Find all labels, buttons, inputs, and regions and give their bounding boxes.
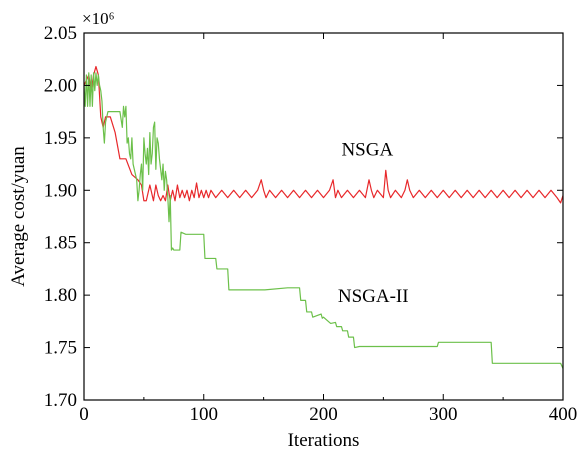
y-tick-label: 1.95 (44, 128, 77, 149)
x-tick-label: 0 (79, 404, 89, 425)
y-axis-multiplier: ×10⁶ (82, 9, 115, 28)
series-annotation: NSGA-II (338, 286, 409, 307)
series-line-nsga-ii (83, 72, 564, 369)
series-annotation: NSGA (341, 139, 393, 160)
x-axis-label: Iterations (288, 430, 360, 451)
x-tick-label: 100 (190, 404, 219, 425)
x-tick-label: 200 (309, 404, 338, 425)
y-tick-label: 1.85 (44, 233, 77, 254)
y-tick-label: 2.00 (44, 75, 77, 96)
y-axis-label: Average cost/yuan (8, 146, 29, 287)
x-tick-label: 300 (429, 404, 458, 425)
series-layer (83, 65, 564, 369)
axis-ticks: 0 100 200 300 400 1.70 1.75 1.80 1.85 1.90 1.95 2.0… (44, 23, 578, 425)
series-annotations: NSGA NSGA-II (338, 139, 409, 307)
y-tick-label: 1.80 (44, 285, 77, 306)
series-line-nsga (83, 65, 564, 204)
y-tick-label: 1.75 (44, 338, 77, 359)
x-tick-label: 400 (549, 404, 578, 425)
y-tick-label: 1.90 (44, 180, 77, 201)
y-tick-label: 2.05 (44, 23, 77, 44)
y-tick-label: 1.70 (44, 390, 77, 411)
axis-labels: Average cost/yuan Iterations ×10⁶ (8, 9, 359, 451)
